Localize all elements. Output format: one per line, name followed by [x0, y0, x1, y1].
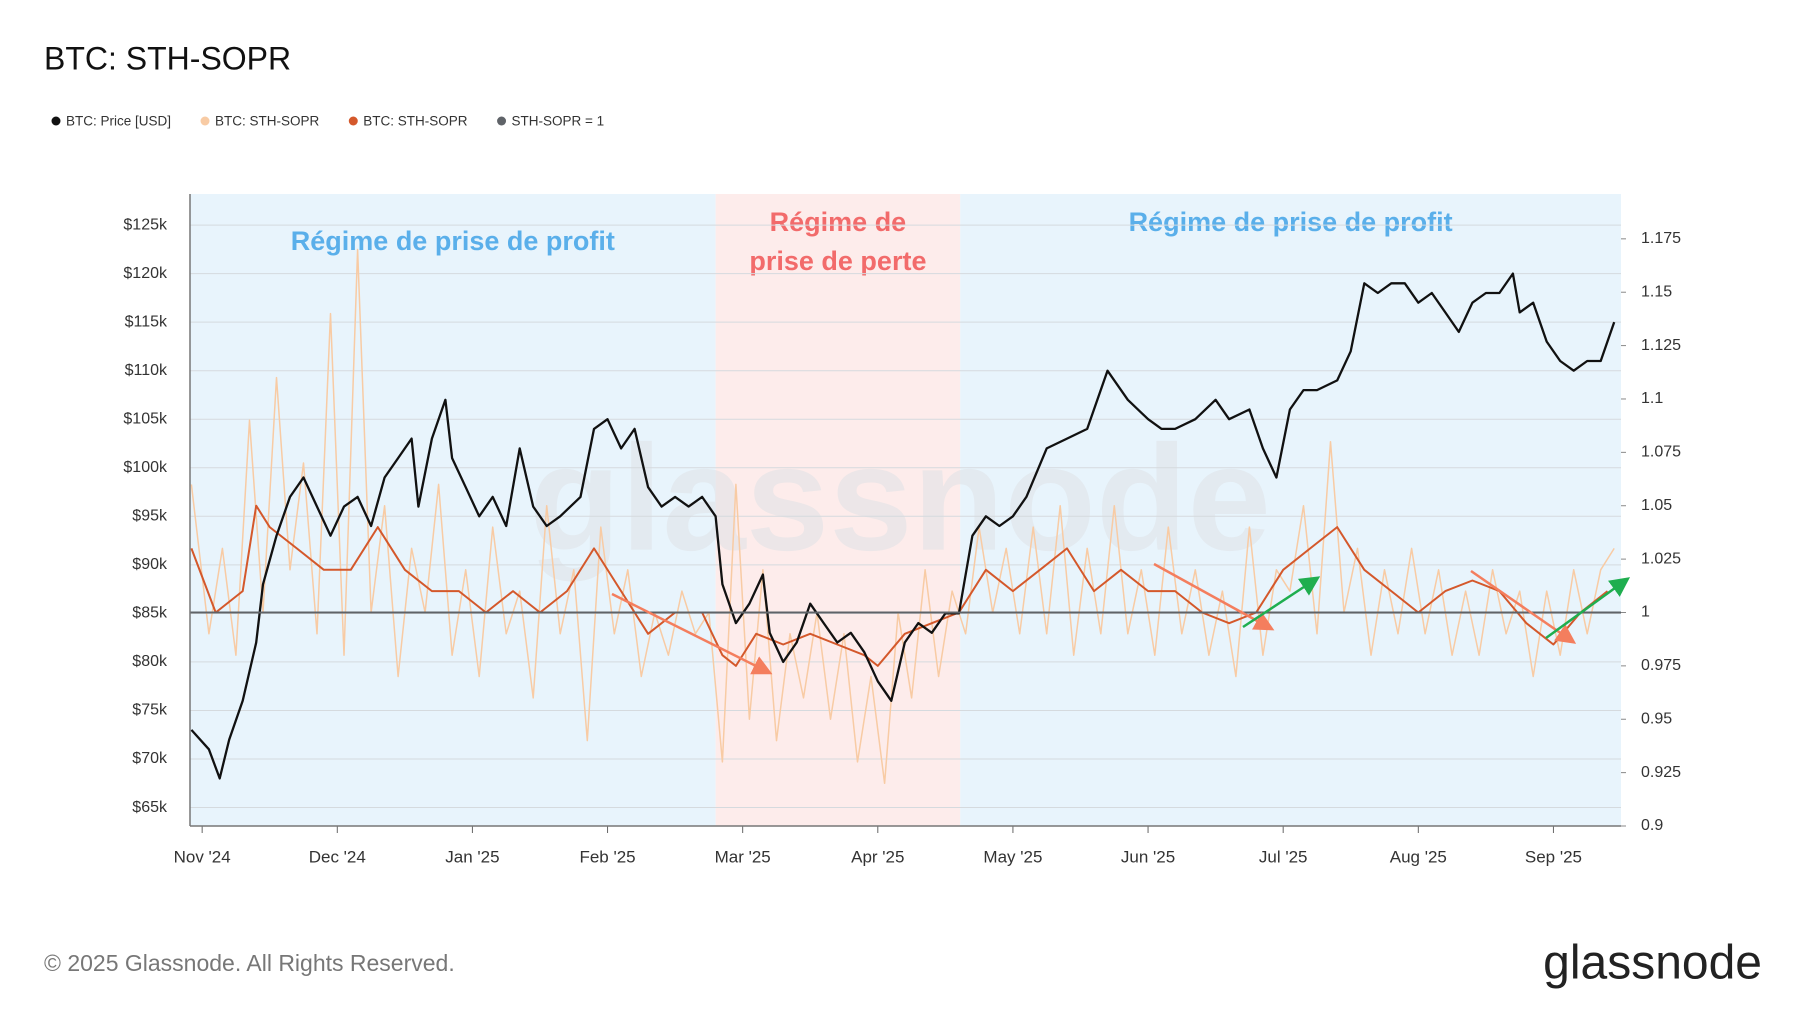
y2-tick-label: 1.075 [1641, 444, 1681, 461]
y2-tick-label: 1.175 [1641, 230, 1681, 247]
x-tick-label: Mar '25 [715, 847, 771, 866]
y2-tick-label: 1.025 [1641, 550, 1681, 567]
legend-label: BTC: Price [USD] [66, 114, 171, 129]
arrow [1153, 562, 1275, 631]
x-tick-label: Jul '25 [1259, 847, 1308, 866]
y-tick-label: $85k [132, 605, 168, 622]
y-tick-label: $115k [125, 313, 168, 330]
series-line [190, 504, 1609, 667]
x-tick-label: Feb '25 [579, 847, 635, 866]
arrow [611, 592, 773, 675]
x-tick-label: Jan '25 [445, 847, 499, 866]
watermark: glassnode [529, 414, 1271, 582]
y-tick-label: $125k [123, 216, 168, 233]
y2-tick-label: 0.975 [1641, 657, 1681, 674]
region-label: prise de perte [749, 246, 926, 276]
legend-label: STH-SOPR = 1 [512, 114, 605, 129]
y2-tick-label: 0.9 [1641, 817, 1663, 834]
x-tick-label: Aug '25 [1390, 847, 1447, 866]
copyright: © 2025 Glassnode. All Rights Reserved. [44, 950, 455, 976]
y-tick-label: $90k [132, 556, 168, 573]
plot [190, 248, 1621, 785]
legend-swatch [51, 116, 61, 126]
y-tick-label: $110k [125, 362, 168, 379]
region-label: Régime de [770, 207, 907, 237]
region [190, 194, 716, 826]
y2-tick-label: 1.125 [1641, 337, 1681, 354]
logo: glassnode [1543, 937, 1762, 990]
x-tick-label: Apr '25 [851, 847, 904, 866]
legend-swatch [497, 116, 507, 126]
y-tick-label: $80k [132, 653, 168, 670]
y2-tick-label: 1.05 [1641, 497, 1672, 514]
arrows [611, 562, 1631, 675]
arrow [1470, 569, 1577, 644]
x-tick-label: Jun '25 [1121, 847, 1175, 866]
y-tick-label: $65k [132, 799, 168, 816]
axes: $65k $70k $75k $80k $85k $90k $95k $100k $105k $1… [123, 194, 1681, 866]
y-tick-label: $100k [123, 459, 168, 476]
x-tick-label: May '25 [983, 847, 1042, 866]
y-tick-label: $120k [123, 265, 168, 282]
y-tick-label: $70k [132, 750, 168, 767]
arrow [1545, 577, 1631, 640]
x-tick-label: Nov '24 [174, 847, 231, 866]
y2-tick-label: 1 [1641, 604, 1650, 621]
region-label: Régime de prise de profit [1129, 207, 1453, 237]
region [960, 194, 1621, 826]
x-tick-label: Sep '25 [1525, 847, 1582, 866]
arrow [1242, 576, 1321, 629]
y2-tick-label: 0.95 [1641, 710, 1672, 727]
legend-swatch [348, 116, 358, 126]
y-tick-label: $75k [132, 702, 168, 719]
y-tick-label: $105k [123, 410, 168, 427]
region [715, 194, 961, 826]
region-label: Régime de prise de profit [291, 226, 615, 256]
y2-tick-label: 0.925 [1641, 764, 1681, 781]
y-tick-label: $95k [132, 508, 168, 525]
y2-tick-label: 1.1 [1641, 390, 1663, 407]
y2-tick-label: 1.15 [1641, 283, 1672, 300]
legend-label: BTC: STH-SOPR [363, 114, 468, 129]
legend-label: BTC: STH-SOPR [215, 114, 320, 129]
regions: Régime de prise de profit Régime de prise … [190, 194, 1621, 826]
legend-swatch [200, 116, 210, 126]
legend: BTC: Price [USD] BTC: STH-SOPR BTC: STH-SO… [51, 114, 605, 129]
series-line [190, 272, 1616, 780]
chart-title: BTC: STH-SOPR [44, 40, 291, 76]
x-tick-label: Dec '24 [309, 847, 366, 866]
